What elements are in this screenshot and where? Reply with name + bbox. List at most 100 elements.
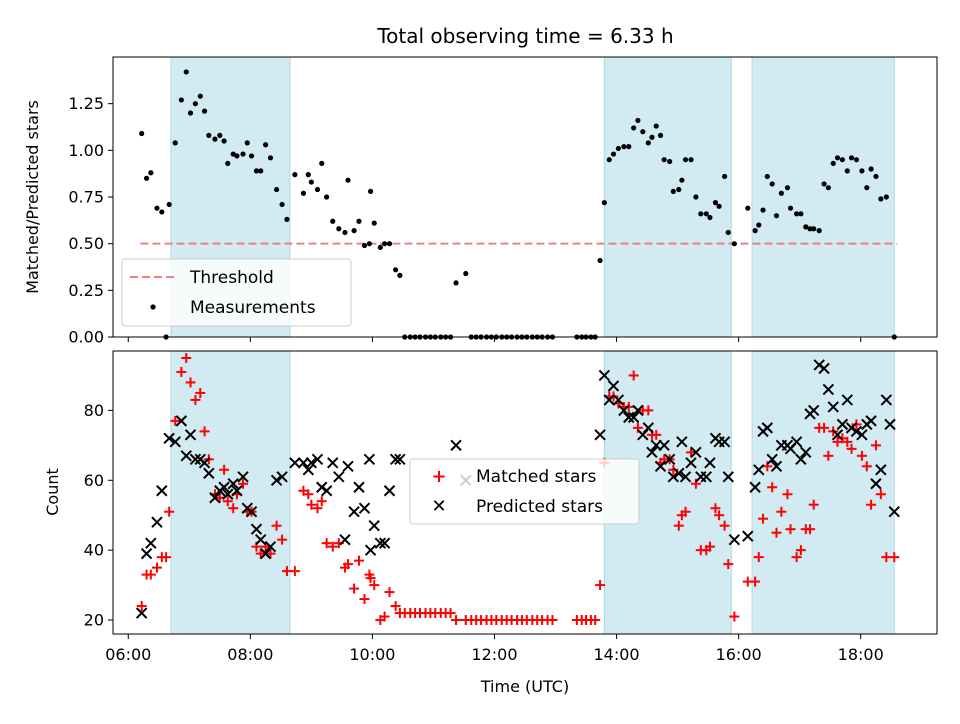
predicted-point (598, 369, 611, 382)
measurement-point (342, 229, 348, 236)
measurement-point (853, 157, 860, 163)
measurement-point (300, 190, 307, 196)
predicted-point (612, 394, 625, 406)
x-tick-label: 08:00 (227, 645, 273, 664)
matched-point (379, 611, 390, 622)
bottom-x-ticks: 06:00 08:00 10:00 12:00 14:00 16:00 18:00 (105, 634, 884, 664)
predicted-point (368, 519, 380, 532)
measurement-point (703, 211, 709, 217)
matched-point (176, 366, 187, 377)
predicted-point (742, 530, 754, 542)
measurement-point (606, 157, 612, 163)
measurement-point (314, 186, 321, 193)
matched-point (277, 534, 288, 545)
measurement-point (716, 203, 722, 209)
matched-point (776, 506, 787, 517)
matched-point (723, 559, 734, 570)
measurement-point (848, 155, 855, 161)
predicted-point (690, 446, 702, 459)
measurement-point (688, 157, 694, 163)
predicted-point (749, 481, 761, 493)
predicted-point (353, 481, 365, 493)
matched-point (312, 503, 323, 514)
measurement-point (645, 140, 651, 146)
measurement-point (864, 185, 870, 191)
top-legend: Threshold Measurements (121, 258, 352, 327)
measurement-point (248, 153, 255, 159)
measurement-point (240, 151, 246, 157)
bottom-legend: + Matched stars ✕ Predicted stars (409, 458, 640, 525)
predicted-point (175, 415, 188, 427)
measurement-point (336, 226, 342, 232)
measurement-point (721, 173, 728, 180)
matched-point (342, 559, 353, 570)
matched-point (219, 464, 230, 475)
matched-point (753, 552, 764, 563)
matched-point (238, 478, 249, 489)
measurement-point (682, 157, 689, 163)
x-tick-label: 06:00 (105, 645, 151, 664)
y-tick-label: 40 (84, 541, 104, 560)
matched-point (628, 370, 639, 381)
measurement-point (292, 172, 298, 178)
predicted-point (646, 446, 658, 459)
legend-matched-label: Matched stars (476, 467, 596, 487)
matched-point (782, 489, 793, 500)
measurement-point (653, 123, 659, 129)
predicted-point (264, 540, 277, 553)
matched-point (590, 615, 601, 626)
measurement-point (811, 226, 817, 232)
y-tick-label: 0.75 (68, 188, 104, 207)
predicted-point (884, 418, 896, 431)
measurement-point (139, 130, 145, 137)
matched-point (289, 566, 300, 577)
measurement-point (371, 220, 377, 226)
matched-point (795, 545, 806, 556)
matched-point (861, 461, 872, 472)
predicted-point (363, 453, 376, 466)
predicted-point (327, 457, 339, 469)
matched-point (771, 527, 782, 538)
y-tick-label: 1.00 (68, 141, 104, 160)
measurement-point (345, 177, 351, 183)
predicted-point (856, 429, 868, 441)
measurement-point (356, 218, 362, 224)
legend-predicted-swatch: ✕ (431, 496, 446, 517)
measurement-point (453, 280, 459, 286)
measurement-point (273, 186, 280, 193)
y-tick-label: 60 (84, 471, 104, 490)
matched-point (823, 450, 834, 461)
x-tick-label: 16:00 (716, 645, 762, 664)
matched-point (595, 580, 606, 591)
measurement-point (324, 194, 330, 200)
predicted-point (704, 457, 716, 469)
measurement-point (279, 201, 285, 208)
matched-point (758, 513, 769, 524)
measurement-points (139, 69, 897, 340)
figure-title: Total observing time = 6.33 h (376, 24, 673, 48)
measurement-point (798, 211, 804, 217)
matched-point (365, 573, 376, 584)
matched-point (164, 506, 175, 517)
measurement-point (794, 211, 800, 217)
matched-point (846, 443, 857, 454)
measurement-point (148, 170, 154, 176)
measurement-point (756, 222, 762, 228)
measurement-point (615, 145, 621, 152)
predicted-point (637, 429, 649, 441)
predicted-point (374, 537, 387, 549)
predicted-point (603, 394, 615, 406)
observing-band-2 (751, 56, 895, 338)
predicted-point (320, 485, 333, 497)
predicted-point (722, 471, 734, 483)
legend-measurements-swatch (150, 304, 156, 310)
observing-band-1 (603, 56, 732, 338)
predicted-point (658, 439, 670, 452)
measurement-point (693, 194, 699, 200)
measurement-point (859, 168, 865, 174)
predicted-point (305, 457, 318, 469)
predicted-point (818, 362, 830, 375)
measurement-point (143, 175, 150, 181)
matched-point (222, 496, 233, 507)
matched-point (875, 489, 886, 500)
